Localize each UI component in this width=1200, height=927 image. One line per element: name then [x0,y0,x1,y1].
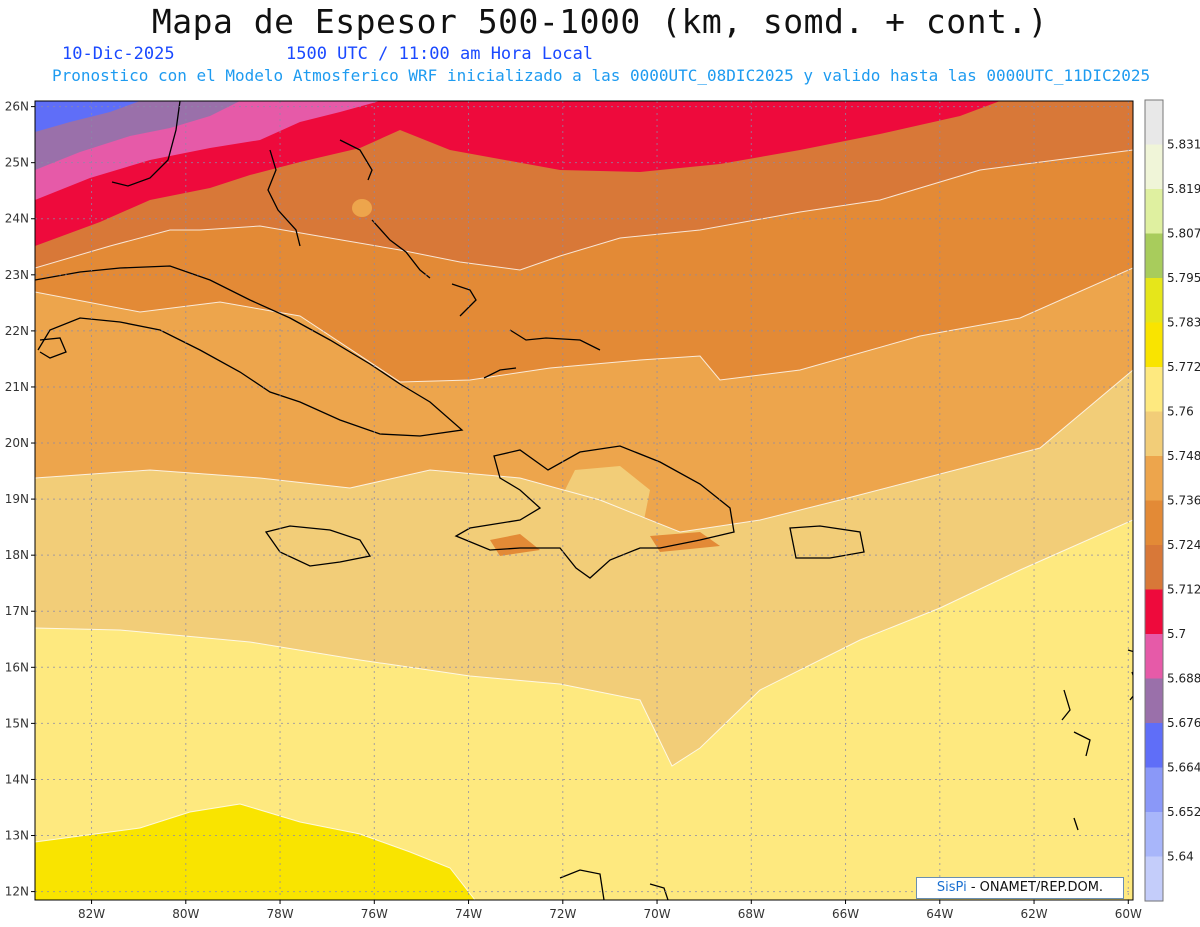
colorbar-swatch [1145,233,1163,279]
colorbar-label: 5.736 [1167,494,1200,508]
colorbar-swatch [1145,411,1163,457]
bahamas-coast [267,149,301,247]
colorbar-swatch [1145,144,1163,190]
colorbar-label: 5.676 [1167,716,1200,730]
florida-coast [111,101,181,187]
forecast-date: 10-Dic-2025 [62,44,175,64]
colorbar-swatch [1145,856,1163,902]
colorbar-label: 5.772 [1167,360,1200,374]
colorbar-label: 5.64 [1167,850,1194,864]
lon-tick-label: 70W [643,907,670,921]
lon-tick-label: 72W [549,907,576,921]
lat-tick-label: 21N [5,380,29,394]
colorbar-swatch [1145,189,1163,235]
lat-tick-label: 16N [5,660,29,674]
lat-tick-label: 24N [5,212,29,226]
lon-tick-label: 68W [738,907,765,921]
colorbar-label: 5.688 [1167,672,1200,686]
colorbar: 5.831 5.819 5.807 5.795 5.783 5.772 5.76 5.748 5… [1144,99,1200,902]
isla-juventud-coast [39,337,67,359]
colorbar-label: 5.712 [1167,583,1200,597]
colorbar-label: 5.664 [1167,761,1200,775]
map-frame [34,100,1134,901]
colorbar-swatch [1145,723,1163,769]
lat-tick-label: 19N [5,492,29,506]
colorbar-swatch [1145,278,1163,324]
map-fill [35,101,1133,900]
lat-tick-label: 25N [5,156,29,170]
lat-tick-label: 17N [5,604,29,618]
lon-tick-label: 64W [926,907,953,921]
latitude-labels: 26N 25N 24N 23N 22N 21N 20N 19N 18N 17N 16N 15N 14N 1… [5,100,35,899]
colorbar-swatch [1145,100,1163,146]
colorbar-swatch [1145,545,1163,591]
colorbar-label: 5.7 [1167,627,1186,641]
graticule [35,101,1133,900]
coastlines [35,101,1133,900]
lon-tick-label: 62W [1020,907,1047,921]
colorbar-swatch [1145,812,1163,858]
sispi-brand: SisPi [936,880,967,895]
colorbar-label: 5.819 [1167,182,1200,196]
credit-box: SisPi - ONAMET/REP.DOM. [916,877,1124,899]
colorbar-label: 5.831 [1167,138,1200,152]
colorbar-label: 5.652 [1167,805,1200,819]
lon-tick-label: 60W [1115,907,1142,921]
colorbar-frame [1144,99,1164,902]
colorbar-label: 5.76 [1167,405,1194,419]
lat-tick-label: 23N [5,268,29,282]
lon-tick-label: 66W [832,907,859,921]
lat-tick-label: 18N [5,548,29,562]
puerto-rico-coast [789,525,865,559]
lat-tick-label: 20N [5,436,29,450]
colorbar-label: 5.748 [1167,449,1200,463]
lon-tick-label: 82W [78,907,105,921]
colorbar-swatch [1145,367,1163,413]
lon-tick-label: 76W [361,907,388,921]
hispaniola-coast [454,445,735,579]
model-info-line: Pronostico con el Modelo Atmosferico WRF… [52,66,1151,85]
colorbar-swatch [1145,767,1163,813]
colorbar-swatch [1145,322,1163,368]
cuba-coast [35,265,464,437]
lat-tick-label: 12N [5,885,29,899]
colorbar-label: 5.795 [1167,271,1200,285]
colorbar-swatch [1145,589,1163,635]
colorbar-swatch [1145,678,1163,724]
jamaica-coast [264,525,372,567]
lon-tick-label: 80W [172,907,199,921]
colorbar-label: 5.807 [1167,227,1200,241]
colorbar-swatch [1145,500,1163,546]
colorbar-label: 5.724 [1167,538,1200,552]
lat-tick-label: 26N [5,100,29,114]
lon-tick-label: 74W [455,907,482,921]
lat-tick-label: 15N [5,716,29,730]
lon-tick-label: 78W [266,907,293,921]
forecast-time: 1500 UTC / 11:00 am Hora Local [286,44,594,64]
map-title: Mapa de Espesor 500-1000 (km, somd. + co… [151,2,1049,41]
colorbar-swatch [1145,456,1163,502]
lat-tick-label: 14N [5,772,29,786]
lat-tick-label: 22N [5,324,29,338]
lat-tick-label: 13N [5,829,29,843]
colorbar-swatch [1145,634,1163,680]
colorbar-label: 5.783 [1167,316,1200,330]
longitude-labels: 82W 80W 78W 76W 74W 72W 70W 68W 66W 64W 62W 60W [78,900,1142,921]
credit-text: - ONAMET/REP.DOM. [970,880,1104,895]
